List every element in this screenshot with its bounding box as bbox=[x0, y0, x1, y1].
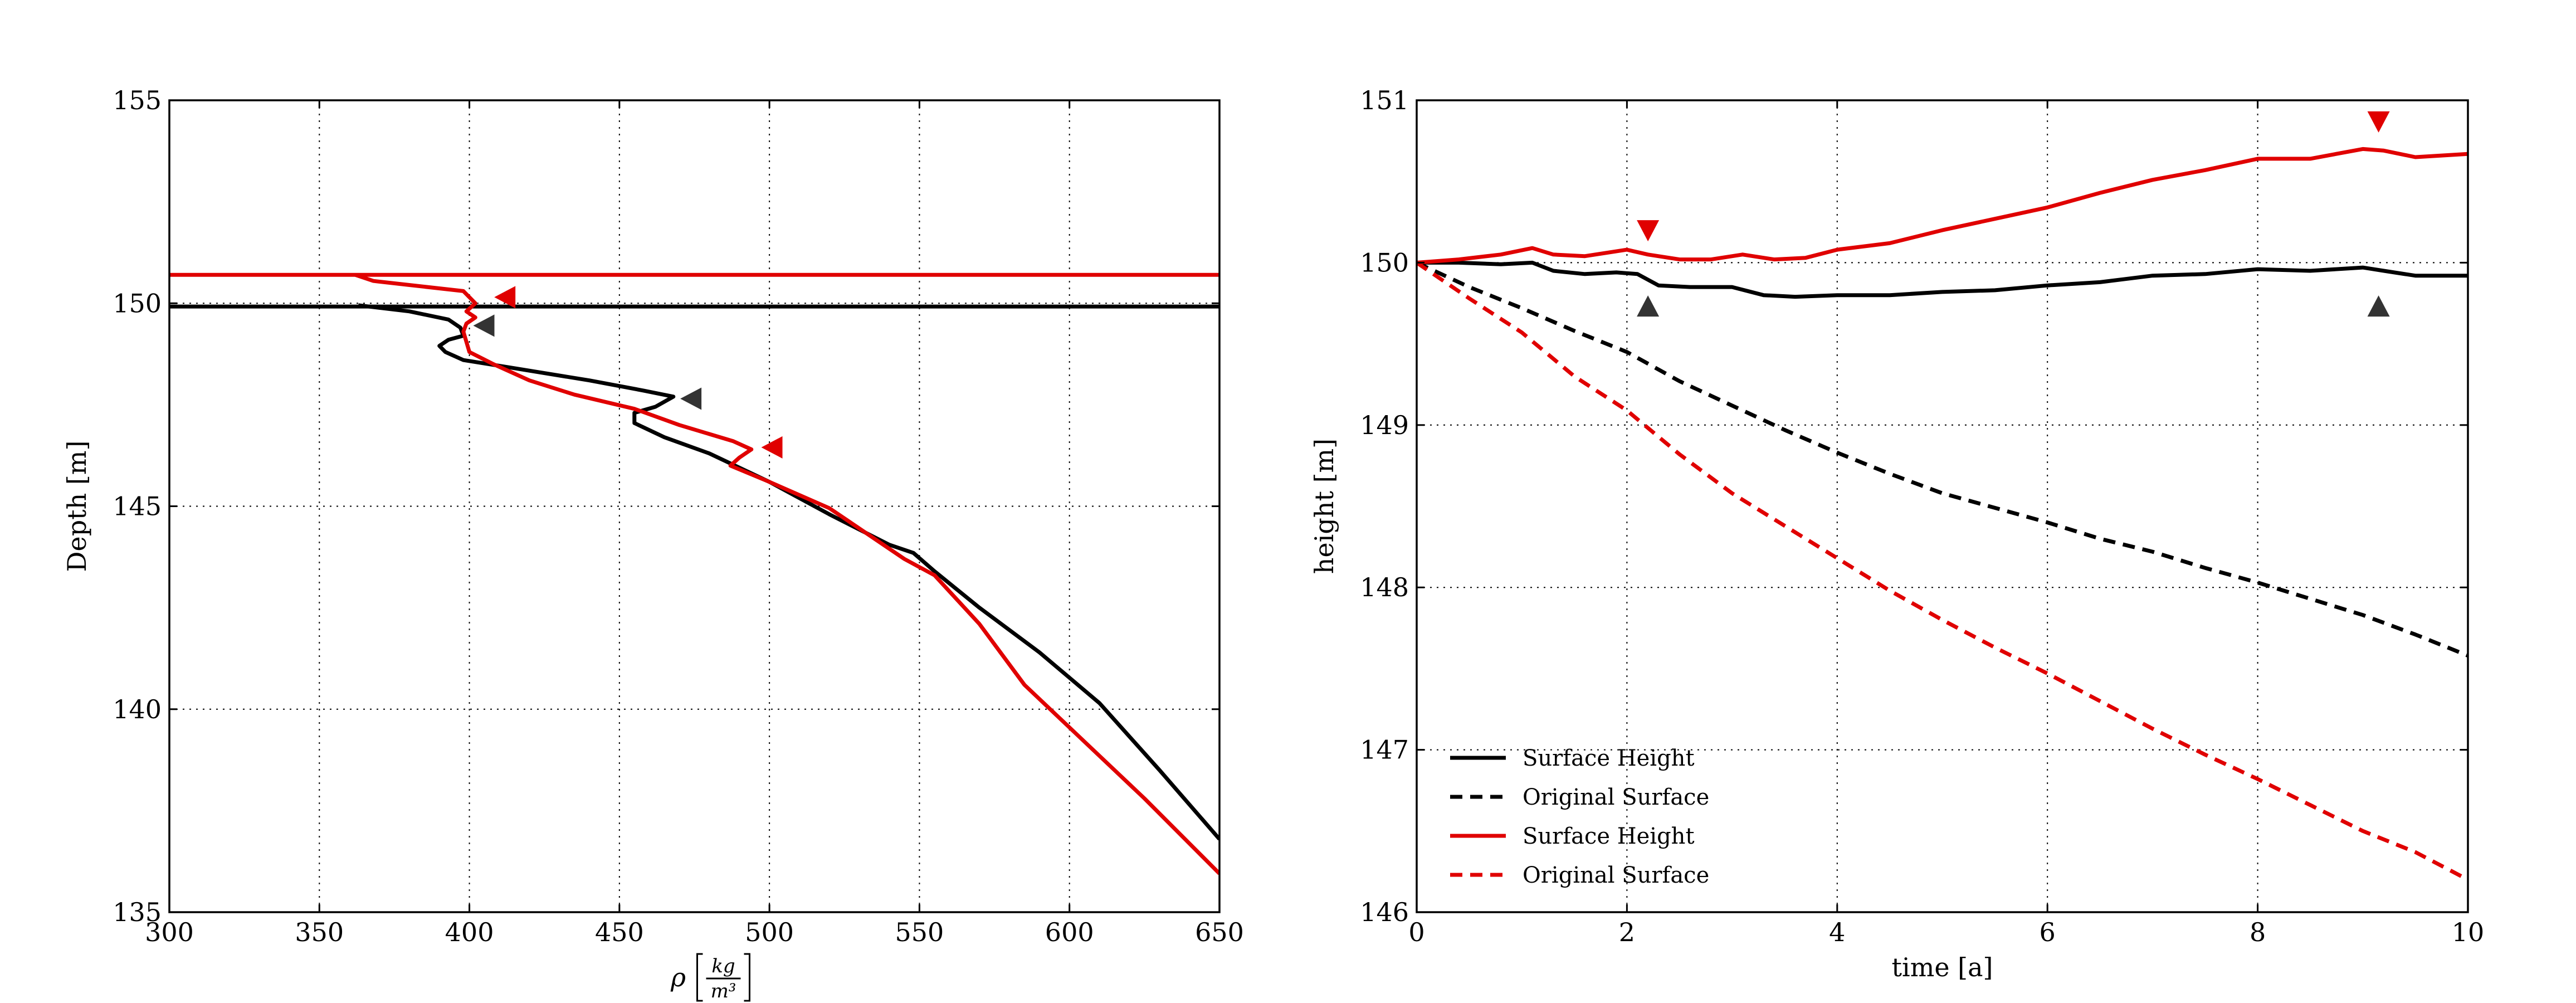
marker-triangle-up bbox=[2367, 295, 2390, 317]
x-axis-label-symbol: ρ bbox=[670, 962, 686, 992]
legend-label: Original Surface bbox=[1523, 785, 1709, 810]
marker-group bbox=[473, 286, 783, 459]
y-tick-label: 146 bbox=[1360, 897, 1409, 927]
y-tick-label: 155 bbox=[113, 85, 162, 115]
marker-triangle-up bbox=[1637, 295, 1660, 317]
x-tick-label: 10 bbox=[2452, 917, 2485, 947]
density-depth-plot: 300 350 400 450 500 550 600 650135140145150155 … bbox=[62, 85, 1244, 1002]
series-line-surface-height bbox=[1417, 147, 2468, 265]
x-tick-label: 4 bbox=[1829, 917, 1845, 947]
series-line-original-surface bbox=[1417, 261, 2468, 882]
x-axis-label: time [a] bbox=[1892, 952, 1993, 982]
y-tick-label: 150 bbox=[1360, 247, 1409, 277]
grid bbox=[169, 100, 1219, 912]
y-axis-label: height [m] bbox=[1309, 439, 1339, 574]
series-line-surface-height bbox=[358, 303, 1219, 841]
marker-triangle-down bbox=[2367, 111, 2390, 133]
series-line-surface-height bbox=[1417, 260, 2468, 299]
y-tick-label: 135 bbox=[113, 897, 162, 927]
marker-group bbox=[1637, 111, 2390, 317]
y-tick-label: 145 bbox=[113, 491, 162, 522]
marker-triangle-left bbox=[680, 387, 702, 410]
x-tick-label: 550 bbox=[895, 917, 944, 947]
x-tick-label: 400 bbox=[445, 917, 494, 947]
y-tick-label: 149 bbox=[1360, 410, 1409, 440]
series-group bbox=[169, 272, 1219, 875]
y-tick-label: 147 bbox=[1360, 735, 1409, 765]
y-tick-label: 148 bbox=[1360, 572, 1409, 602]
x-tick-label: 450 bbox=[595, 917, 644, 947]
x-tick-label: 0 bbox=[1408, 917, 1424, 947]
x-tick-label: 6 bbox=[2040, 917, 2056, 947]
y-tick-label: 140 bbox=[113, 694, 162, 724]
series-line-surface-height bbox=[354, 272, 1219, 875]
ticks: 300 350 400 450 500 550 600 650 135 140 145 150 155 bbox=[113, 85, 1244, 947]
x-axis-label-bracket-left bbox=[696, 953, 703, 1002]
x-axis-label-unit-numerator: kg bbox=[711, 955, 735, 977]
x-tick-label: 350 bbox=[295, 917, 344, 947]
height-time-plot: 0 2 4 6 8 10 146 147 148 149 150 151 height [m] tim… bbox=[1309, 85, 2484, 982]
ticks: 0 2 4 6 8 10 146 147 148 149 150 151 bbox=[1360, 85, 2484, 947]
marker-triangle-left bbox=[761, 436, 783, 459]
grid bbox=[1417, 100, 2468, 912]
y-axis-label: Depth [m] bbox=[62, 441, 92, 572]
marker-triangle-left bbox=[473, 314, 495, 337]
x-tick-label: 8 bbox=[2250, 917, 2266, 947]
y-tick-label: 150 bbox=[113, 288, 162, 318]
legend-label: Surface Height bbox=[1523, 746, 1695, 771]
x-axis-label: ρ kg m³ bbox=[670, 953, 750, 1002]
x-tick-label: 300 bbox=[145, 917, 194, 947]
x-tick-label: 500 bbox=[745, 917, 794, 947]
y-tick-label: 151 bbox=[1360, 85, 1409, 115]
marker-triangle-down bbox=[1637, 220, 1660, 242]
x-tick-label: 2 bbox=[1619, 917, 1635, 947]
plot-frame bbox=[1416, 99, 2469, 913]
series-group bbox=[1417, 147, 2468, 882]
legend-label: Original Surface bbox=[1523, 863, 1709, 888]
series-line-original-surface bbox=[1417, 261, 2468, 658]
x-tick-label: 650 bbox=[1195, 917, 1244, 947]
x-tick-label: 600 bbox=[1045, 917, 1094, 947]
legend: Surface Height Original Surface Surface He… bbox=[1450, 746, 1709, 888]
x-axis-label-unit-denominator: m³ bbox=[711, 980, 736, 1002]
marker-triangle-left bbox=[494, 286, 516, 309]
legend-label: Surface Height bbox=[1523, 824, 1695, 849]
x-axis-label-bracket-right bbox=[744, 953, 750, 1002]
